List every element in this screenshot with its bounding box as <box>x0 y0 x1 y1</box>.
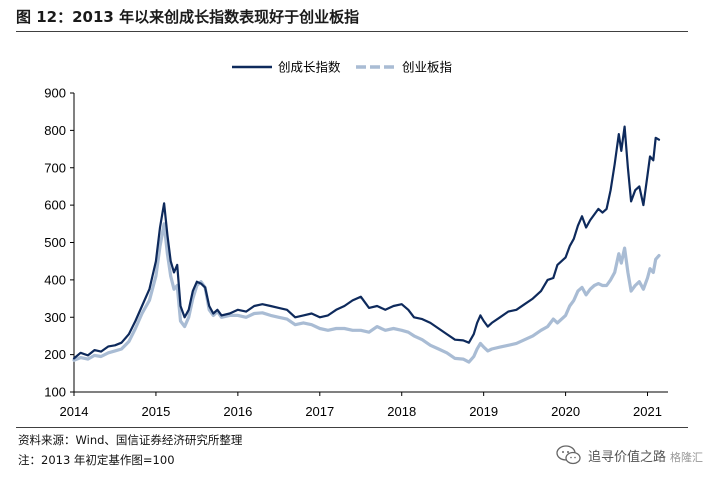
y-tick-label: 600 <box>44 198 66 213</box>
x-tick-label: 2016 <box>223 404 252 419</box>
x-tick-label: 2021 <box>633 404 662 419</box>
x-tick-label: 2015 <box>141 404 170 419</box>
x-tick-label: 2014 <box>60 404 89 419</box>
x-tick-label: 2017 <box>305 404 334 419</box>
wechat-icon <box>556 445 581 465</box>
y-tick-label: 200 <box>44 347 66 362</box>
footer-rule <box>16 427 688 428</box>
series-layer <box>72 125 661 364</box>
x-tick-label: 2019 <box>469 404 498 419</box>
source-note: 资料来源：Wind、国信证券经济研究所整理 <box>18 433 243 447</box>
title-rule <box>16 31 688 32</box>
chart-axes: 100 200 300 400 500 600 700 800 900 2014 2015 2016 2… <box>44 86 668 419</box>
watermark-text: 追寻价值之路 格隆汇 <box>588 446 703 465</box>
y-tick-label: 100 <box>44 385 66 400</box>
figure-title: 图 12：2013 年以来创成长指数表现好于创业板指 <box>16 8 360 26</box>
watermark-label: 追寻价值之路 <box>588 449 667 465</box>
watermark: 追寻价值之路 格隆汇 <box>556 438 706 472</box>
legend-label-1: 创成长指数 <box>278 60 341 75</box>
y-tick-label: 800 <box>44 123 66 138</box>
y-tick-label: 700 <box>44 160 66 175</box>
line-chart: 创成长指数 创业板指 100 200 300 400 500 600 700 800 900 201… <box>44 60 668 419</box>
y-tick-label: 500 <box>44 235 66 250</box>
y-tick-label: 300 <box>44 310 66 325</box>
y-tick-label: 400 <box>44 272 66 287</box>
baseline-note: 注：2013 年初定基作图=100 <box>18 453 175 467</box>
series-line-1 <box>72 125 661 360</box>
legend-label-2: 创业板指 <box>402 60 452 75</box>
watermark-sub: 格隆汇 <box>670 450 704 464</box>
x-tick-label: 2018 <box>387 404 416 419</box>
x-tick-label: 2020 <box>551 404 580 419</box>
y-tick-label: 900 <box>44 86 66 101</box>
series-line-2 <box>72 222 661 364</box>
chart-legend: 创成长指数 创业板指 <box>232 60 452 75</box>
